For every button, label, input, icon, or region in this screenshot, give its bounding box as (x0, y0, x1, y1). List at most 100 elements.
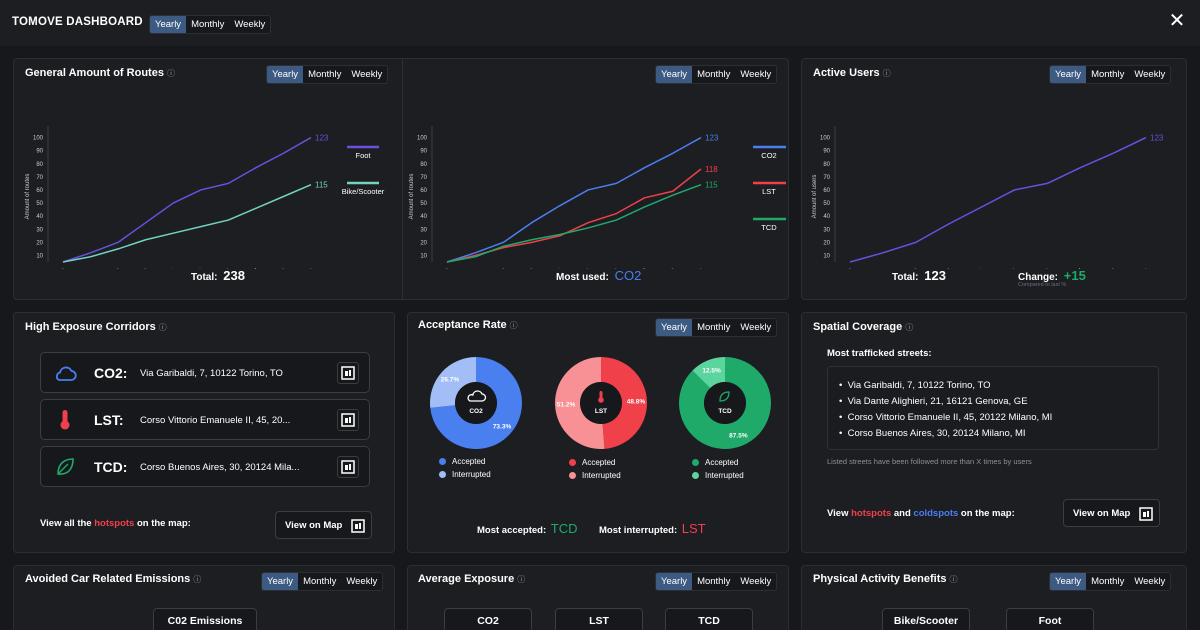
view-on-map-button[interactable]: View on Map (1063, 499, 1160, 527)
x-tick-label: 2017 (637, 267, 649, 269)
physical-card: Physical Activity Benefits ⓘ Yearly Month… (801, 565, 1187, 630)
legend-accepted: Accepted (569, 458, 615, 467)
tab-monthly[interactable]: Monthly (191, 19, 225, 30)
tab-weekly[interactable]: Weekly (346, 576, 378, 587)
x-tick-label: 2012 (909, 267, 921, 269)
corridor-row-lst[interactable]: LST: Corso Vittorio Emanuele II, 45, 20.… (40, 399, 370, 440)
view-on-map-button[interactable]: View on Map (275, 511, 372, 539)
y-axis-label: Amount of routes (25, 174, 31, 220)
x-tick-label: 2016 (1040, 267, 1052, 269)
tab-yearly[interactable]: Yearly (1050, 66, 1087, 83)
x-tick-label: 2011 (84, 267, 96, 269)
tab-yearly[interactable]: Yearly (1050, 573, 1087, 590)
legend-accepted: Accepted (439, 457, 485, 466)
tab-monthly[interactable]: Monthly (303, 576, 337, 587)
series-line-users (849, 136, 1147, 263)
y-tick-label: 90 (823, 149, 830, 155)
tab-yearly[interactable]: Yearly (262, 573, 299, 590)
y-axis-label: Amount of users (812, 175, 818, 219)
thermometer-icon-bulb (598, 397, 604, 403)
routes-card: General Amount of Routes ⓘ Yearly Monthly… (13, 58, 789, 300)
legend-label: Bike/Scooter (342, 187, 385, 196)
y-tick-label: 40 (36, 214, 43, 220)
map-icon[interactable] (337, 456, 359, 478)
y-tick-label: 60 (823, 188, 830, 194)
legend-swatch (569, 459, 576, 466)
x-tick-label: 2011 (876, 267, 888, 269)
tab-monthly[interactable]: Monthly (697, 69, 731, 80)
tab-yearly[interactable]: Yearly (150, 16, 187, 33)
tab-weekly[interactable]: Weekly (351, 69, 383, 80)
y-tick-label: 70 (823, 175, 830, 181)
tab-yearly[interactable]: Yearly (656, 573, 693, 590)
tcd-exposure-tab[interactable]: TCD (665, 608, 753, 630)
y-tick-label: 70 (36, 175, 43, 181)
y-tick-label: 100 (820, 136, 831, 142)
map-icon[interactable] (337, 409, 359, 431)
close-icon[interactable]: ✕ (1168, 10, 1186, 32)
x-tick-label: 2012 (111, 267, 123, 269)
legend-interrupted: Interrupted (692, 471, 744, 480)
donut-hole (455, 382, 497, 424)
list-item: • Corso Vittorio Emanuele II, 45, 20122 … (839, 412, 1053, 423)
x-tick-label: 2018 (1106, 267, 1118, 269)
x-tick-label: 2013 (525, 267, 537, 269)
donut-slice-accepted (430, 357, 522, 449)
lst-exposure-tab[interactable]: LST (555, 608, 643, 630)
x-tick-label: 2018 (276, 267, 288, 269)
thermometer-icon (60, 410, 70, 430)
tab-monthly[interactable]: Monthly (1091, 576, 1125, 587)
routes-title: General Amount of Routes ⓘ (25, 67, 175, 79)
slice-label: 87.5% (729, 432, 748, 439)
co2-exposure-tab[interactable]: CO2 (444, 608, 532, 630)
co2-donut-chart: 73.3% 26.7% CO2 (430, 357, 522, 449)
thermometer-icon (598, 391, 604, 403)
corridor-row-co2[interactable]: CO2: Via Garibaldi, 7, 10122 Torino, TO (40, 352, 370, 393)
corridor-address: Via Garibaldi, 7, 10122 Torino, TO (140, 368, 283, 379)
physical-title: Physical Activity Benefits ⓘ (813, 573, 958, 585)
tab-weekly[interactable]: Weekly (1134, 576, 1166, 587)
donut-center-label: TCD (718, 408, 732, 415)
corridor-row-tcd[interactable]: TCD: Corso Buenos Aires, 30, 20124 Mila.… (40, 446, 370, 487)
tab-monthly[interactable]: Monthly (308, 69, 342, 80)
map-icon[interactable] (337, 362, 359, 384)
donut-slice-interrupted (692, 357, 725, 389)
tab-yearly[interactable]: Yearly (267, 66, 304, 83)
exposure-title: Average Exposure ⓘ (418, 573, 526, 585)
tab-weekly[interactable]: Weekly (234, 19, 266, 30)
tab-yearly[interactable]: Yearly (656, 66, 693, 83)
series-line-tcd (446, 184, 702, 263)
spatial-footer: View hotspots and coldspots on the map: (827, 508, 1015, 519)
active-users-card: Active Users ⓘ Yearly Monthly Weekly 10 20… (801, 58, 1187, 300)
spatial-subtitle: Most trafficked streets: (827, 348, 932, 359)
slice-label: 48.8% (627, 399, 646, 406)
bike-scooter-tab[interactable]: Bike/Scooter (882, 608, 970, 630)
tab-weekly[interactable]: Weekly (1134, 69, 1166, 80)
map-icon (351, 519, 365, 533)
legend-label: Foot (355, 151, 371, 160)
tab-weekly[interactable]: Weekly (740, 322, 772, 333)
co2-emissions-tab[interactable]: C02 Emissions (153, 608, 257, 630)
most-interrupted: Most interrupted: LST (599, 521, 706, 536)
y-tick-label: 50 (420, 201, 427, 207)
exposure-card: Average Exposure ⓘ Yearly Monthly Weekly … (407, 565, 789, 630)
legend-swatch (692, 459, 699, 466)
x-tick-label: 2014 (553, 267, 565, 269)
end-value-label: 123 (1150, 134, 1164, 143)
routes-total: Total: 238 (191, 268, 245, 283)
y-tick-label: 30 (420, 227, 427, 233)
routes-type-period-toggle: Yearly Monthly Weekly (655, 65, 778, 84)
tab-weekly[interactable]: Weekly (740, 69, 772, 80)
y-tick-label: 60 (36, 188, 43, 194)
divider (402, 59, 403, 299)
physical-period-toggle: Yearly Monthly Weekly (1049, 572, 1172, 591)
tab-monthly[interactable]: Monthly (697, 576, 731, 587)
tab-monthly[interactable]: Monthly (697, 322, 731, 333)
legend-accepted: Accepted (692, 458, 738, 467)
tab-weekly[interactable]: Weekly (740, 576, 772, 587)
donut-slice-interrupted (430, 357, 476, 408)
tab-monthly[interactable]: Monthly (1091, 69, 1125, 80)
foot-tab[interactable]: Foot (1006, 608, 1094, 630)
x-tick-label: 2010 (843, 267, 855, 269)
tab-yearly[interactable]: Yearly (656, 319, 693, 336)
